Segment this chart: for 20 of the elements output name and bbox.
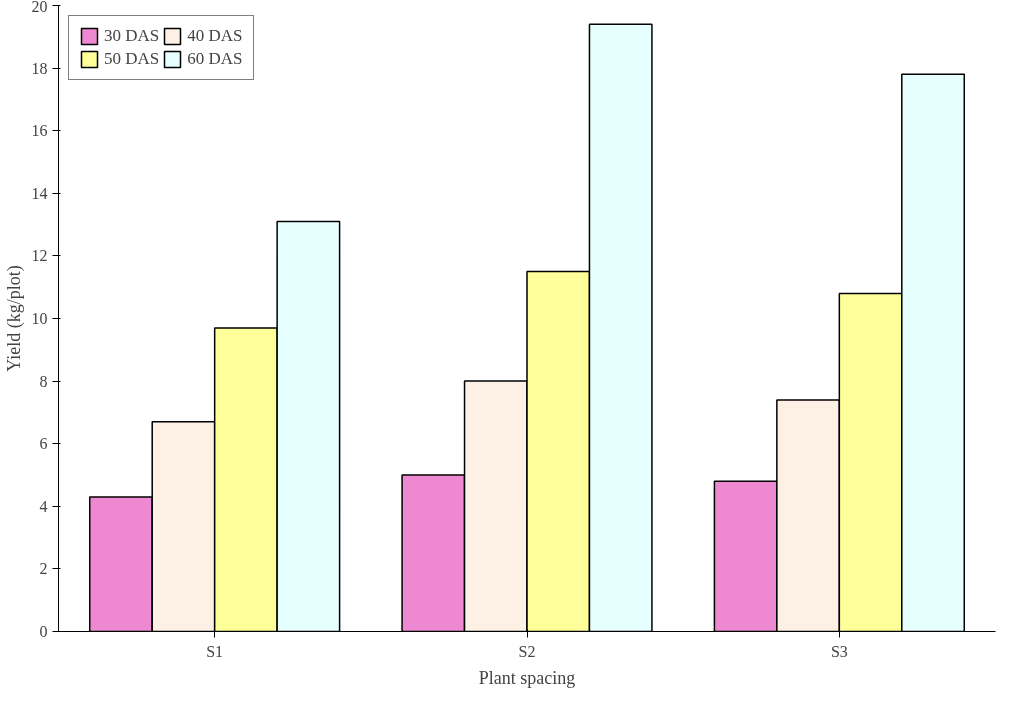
legend-label: 30 DAS <box>104 26 160 46</box>
x-tick-label: S2 <box>518 642 536 660</box>
legend-label: 60 DAS <box>187 49 243 69</box>
x-tick-label: S3 <box>830 642 848 660</box>
y-tick-label: 16 <box>31 122 48 140</box>
x-tick-label: S1 <box>206 642 224 660</box>
x-axis-title: Plant spacing <box>478 667 576 688</box>
y-tick-label: 8 <box>39 372 48 390</box>
y-tick-label: 0 <box>39 623 48 640</box>
y-tick-label: 10 <box>31 310 48 327</box>
y-tick-label: 18 <box>31 59 48 77</box>
y-tick-label: 12 <box>31 247 48 265</box>
y-tick-label: 20 <box>31 0 48 15</box>
y-tick-label: 2 <box>39 560 48 578</box>
y-tick-label: 14 <box>31 184 48 202</box>
legend-label: 50 DAS <box>104 49 160 69</box>
y-tick-label: 4 <box>39 497 48 515</box>
legend-label: 40 DAS <box>187 26 243 46</box>
y-axis-title: Yield (kg/plot) <box>3 265 25 372</box>
y-tick-label: 6 <box>39 435 48 453</box>
